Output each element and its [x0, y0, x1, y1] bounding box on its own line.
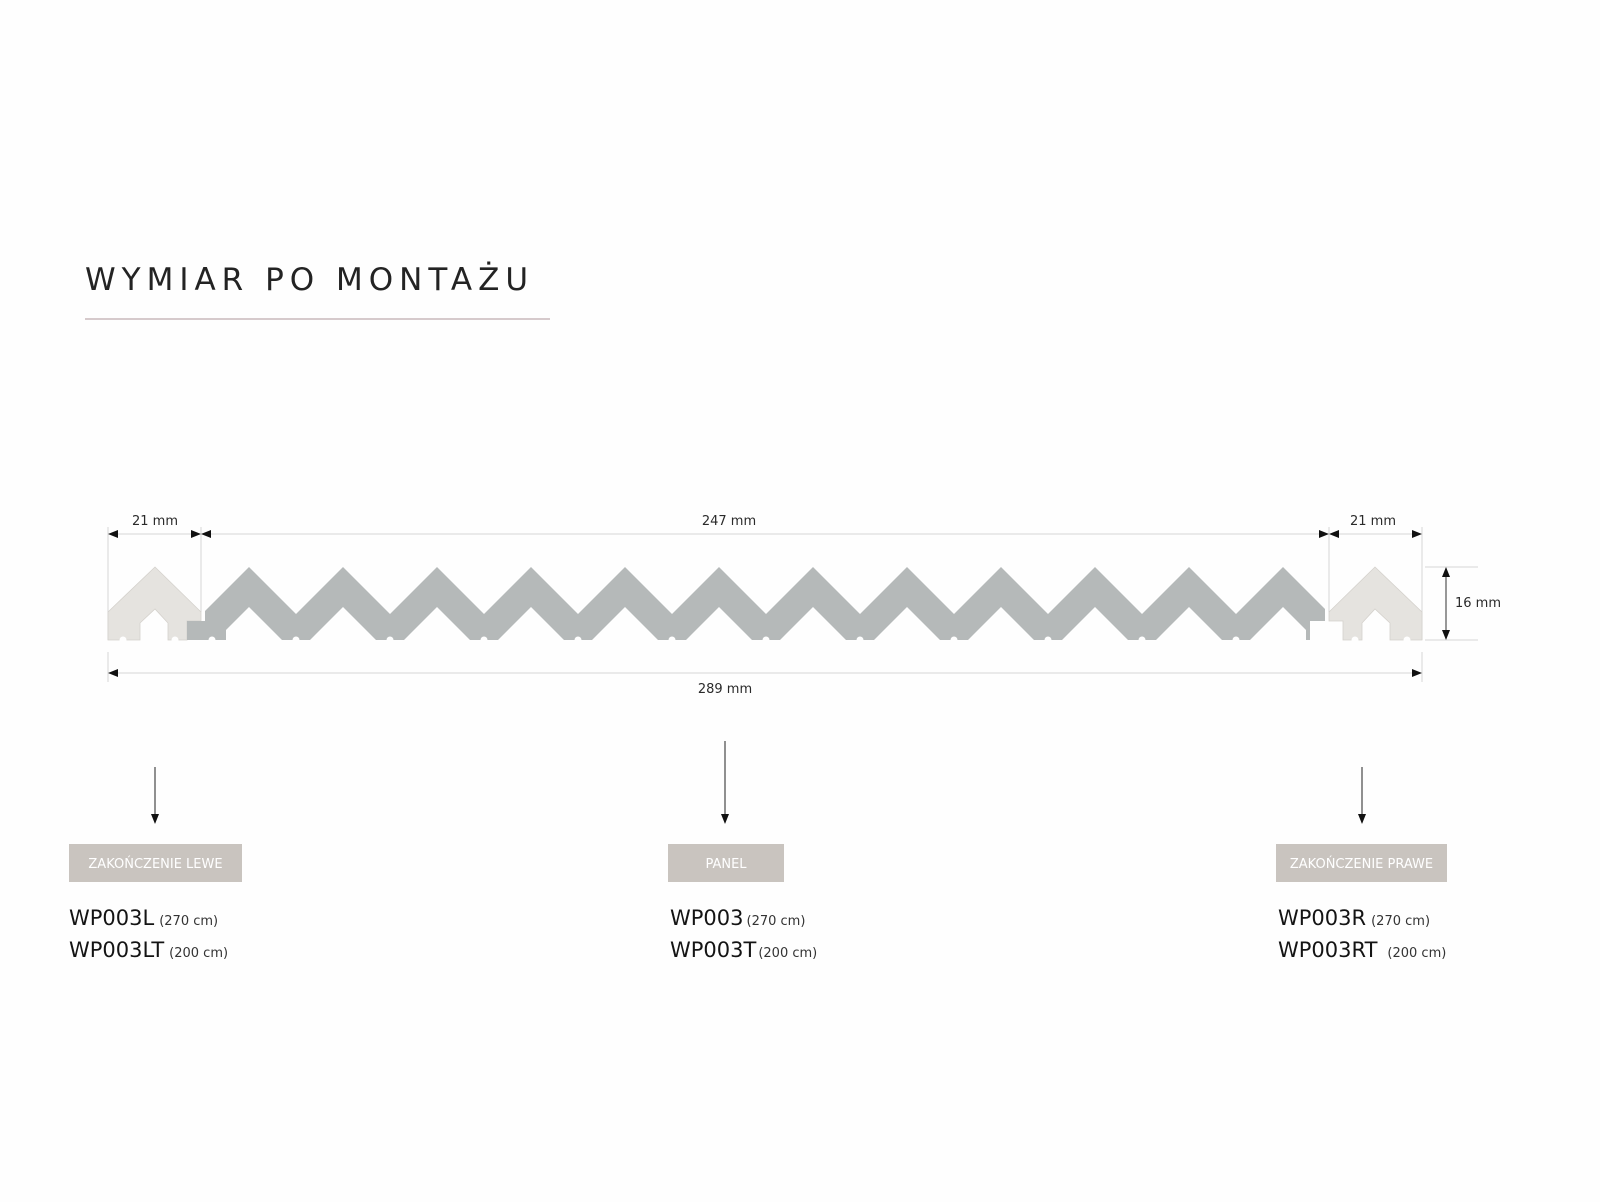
product-code-row: WP003LT (200 cm) [69, 938, 228, 962]
product-code-row: WP003R (270 cm) [1278, 906, 1430, 930]
product-length: (200 cm) [758, 946, 817, 961]
dim-label-height: 16 mm [1455, 596, 1501, 611]
product-code-row: WP003L (270 cm) [69, 906, 218, 930]
product-length: (270 cm) [1371, 914, 1430, 929]
notch [386, 636, 394, 644]
notch [119, 636, 127, 644]
label-box-right [1276, 844, 1447, 882]
notch [762, 636, 770, 644]
product-length: (200 cm) [1387, 946, 1446, 961]
product-code-row: WP003T (200 cm) [670, 938, 817, 962]
label-panel: PANEL [705, 857, 747, 872]
notch [171, 636, 179, 644]
dim-label-right: 21 mm [1350, 514, 1396, 529]
product-code: WP003 [670, 906, 744, 930]
notch [1044, 636, 1052, 644]
product-length: (270 cm) [159, 914, 218, 929]
notch [1314, 636, 1322, 644]
notch [480, 636, 488, 644]
product-code: WP003RT [1278, 938, 1378, 962]
product-length: (270 cm) [747, 914, 806, 929]
product-code-row: WP003RT (200 cm) [1278, 938, 1446, 962]
notch [292, 636, 300, 644]
dim-label-total: 289 mm [698, 682, 752, 697]
page-title: WYMIAR PO MONTAŻU [85, 262, 534, 298]
dim-label-panel: 247 mm [702, 514, 756, 529]
label-right-end: ZAKOŃCZENIE PRAWE [1290, 856, 1433, 872]
product-code: WP003R [1278, 906, 1366, 930]
right-end-cap-profile [1328, 566, 1423, 641]
product-length: (200 cm) [169, 946, 228, 961]
notch [1351, 636, 1359, 644]
mounting-notches [119, 636, 1411, 644]
product-code-row: WP003 (270 cm) [670, 906, 805, 930]
notch [208, 636, 216, 644]
label-box-left [69, 844, 242, 882]
product-code: WP003T [670, 938, 757, 962]
product-code: WP003L [69, 906, 155, 930]
notch [856, 636, 864, 644]
label-box-panel [668, 844, 784, 882]
product-code: WP003LT [69, 938, 164, 962]
extension-lines [107, 527, 1478, 682]
notch [1403, 636, 1411, 644]
label-left-end: ZAKOŃCZENIE LEWE [88, 856, 222, 872]
notch [668, 636, 676, 644]
notch [574, 636, 582, 644]
notch [950, 636, 958, 644]
notch [1138, 636, 1146, 644]
notch [1232, 636, 1240, 644]
dim-label-left: 21 mm [132, 514, 178, 529]
panel-profile [187, 567, 1325, 640]
